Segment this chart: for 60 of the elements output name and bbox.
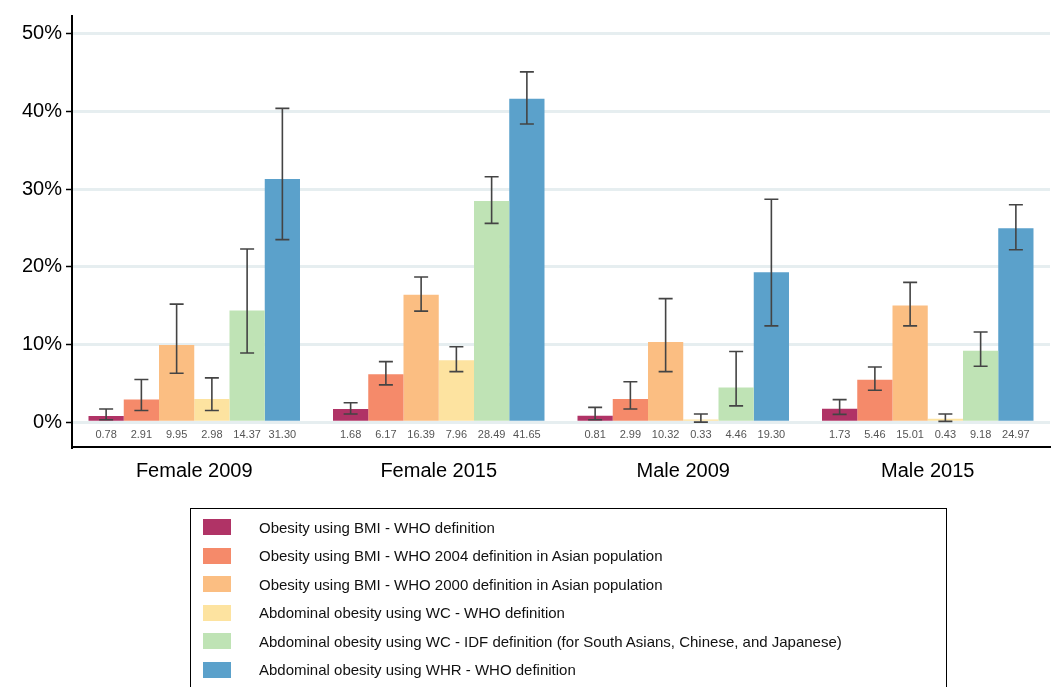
data-label: 28.49 — [477, 427, 506, 440]
bar — [753, 272, 789, 421]
data-label: 0.33 — [690, 427, 712, 440]
x-tick-label: Female 2015 — [380, 458, 498, 481]
bar — [648, 342, 684, 421]
data-label: 2.98 — [201, 427, 223, 440]
data-label: 2.99 — [619, 427, 642, 440]
y-tick-label: 30% — [21, 176, 63, 199]
y-tick-label: 10% — [21, 332, 63, 355]
x-tick-label: Female 2009 — [135, 458, 253, 481]
data-label: 1.68 — [339, 427, 362, 440]
data-label: 0.43 — [934, 427, 957, 440]
data-label: 16.39 — [407, 427, 435, 440]
x-tick-label: Male 2015 — [881, 458, 975, 481]
data-label: 2.91 — [130, 427, 153, 440]
data-label: 6.17 — [375, 427, 397, 440]
data-label: 19.30 — [757, 427, 786, 440]
bar — [229, 310, 265, 421]
data-label: 0.81 — [584, 427, 606, 440]
bar — [159, 344, 195, 421]
y-tick-label: 40% — [21, 99, 63, 122]
legend-label: Obesity using BMI - WHO 2004 definition in Asian population — [259, 547, 663, 565]
data-label: 1.73 — [828, 427, 851, 440]
bar — [857, 379, 893, 421]
y-tick-label: 20% — [21, 254, 63, 277]
data-label: 24.97 — [1002, 427, 1030, 440]
data-label: 0.78 — [95, 427, 117, 440]
bar — [998, 228, 1034, 421]
data-label: 14.37 — [233, 427, 261, 440]
bar — [822, 408, 858, 421]
data-label: 15.01 — [896, 427, 924, 440]
data-label: 4.46 — [725, 427, 747, 440]
bar — [123, 399, 159, 421]
bar — [368, 374, 404, 421]
bar — [264, 179, 300, 421]
legend-label: Abdominal obesity using WC - IDF definition (for South Asians, Chinese, and Japanese) — [259, 632, 842, 650]
legend-label: Abdominal obesity using WC - WHO definition — [259, 604, 565, 622]
bar — [612, 398, 648, 421]
data-label: 9.18 — [969, 427, 992, 440]
bar — [892, 305, 928, 421]
y-tick-label: 0% — [33, 409, 63, 432]
data-label: 5.46 — [864, 427, 886, 440]
legend-label: Obesity using BMI - WHO 2000 definition in Asian population — [259, 575, 663, 593]
bar — [403, 294, 439, 421]
bar — [509, 98, 545, 421]
bar — [474, 200, 510, 421]
bar — [718, 387, 754, 421]
legend-label: Abdominal obesity using WHR - WHO definition — [259, 661, 576, 679]
bar — [963, 350, 999, 421]
legend-label: Obesity using BMI - WHO definition — [259, 518, 495, 536]
data-label: 9.95 — [165, 427, 188, 440]
x-tick-label: Male 2009 — [636, 458, 730, 481]
data-label: 41.65 — [513, 427, 541, 440]
data-label: 31.30 — [268, 427, 297, 440]
bar — [194, 399, 230, 421]
bar — [438, 360, 474, 421]
data-label: 7.96 — [445, 427, 468, 440]
data-label: 10.32 — [651, 427, 680, 440]
bar — [333, 409, 369, 421]
y-tick-label: 50% — [21, 21, 63, 44]
